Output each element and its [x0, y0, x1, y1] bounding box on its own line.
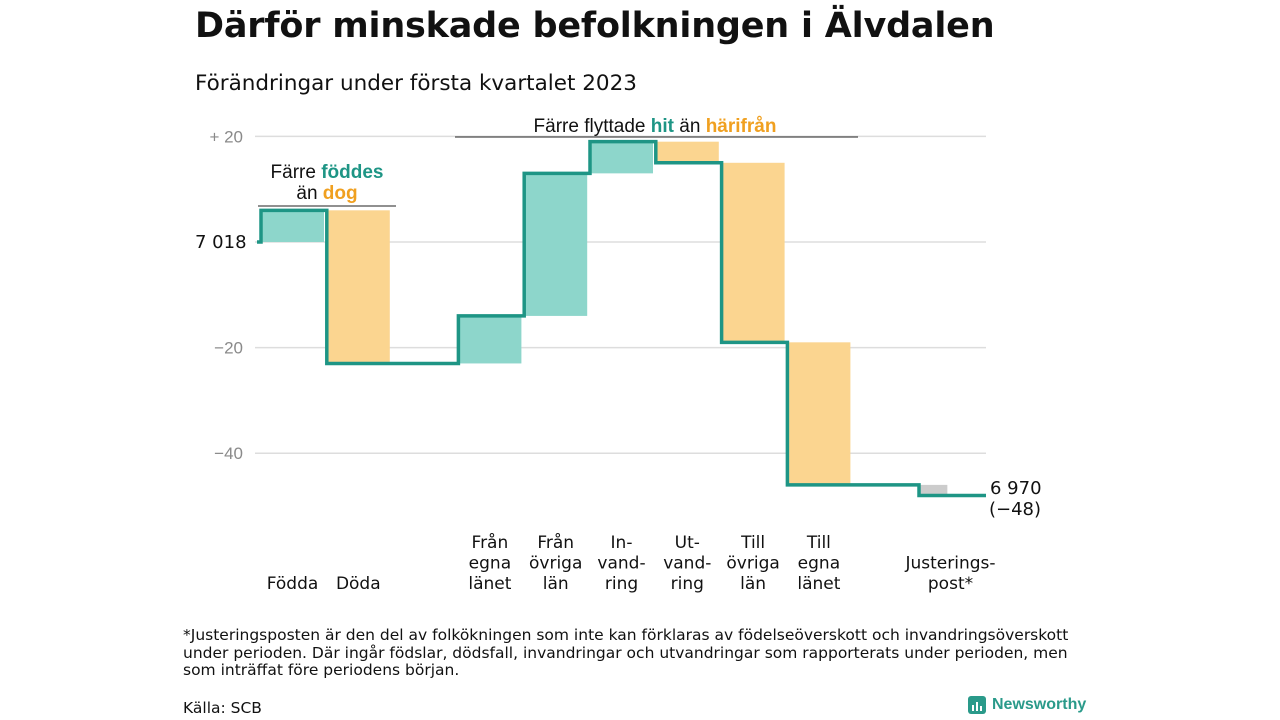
births-annotation-line1: Färre föddes: [271, 162, 384, 183]
category-label: övriga: [529, 554, 582, 574]
start-value-label: 7 018: [195, 232, 247, 253]
y-tick-label: + 20: [209, 127, 243, 146]
end-value-label: 6 970: [990, 478, 1042, 499]
category-label: Från: [537, 532, 574, 553]
category-label: ring: [671, 574, 704, 594]
category-label: Döda: [336, 574, 381, 594]
cumulative-step-line: [257, 139, 986, 498]
births-annotation-line2: än dog: [296, 183, 357, 204]
category-label: In-: [611, 533, 633, 553]
footnote: *Justeringsposten är den del av folkökni…: [183, 626, 1069, 679]
bar: [590, 141, 653, 174]
category-label: egna: [469, 554, 511, 574]
category-label: ring: [605, 574, 638, 594]
category-label: Till: [806, 533, 831, 553]
category-label: län: [740, 574, 766, 594]
chart-title: Därför minskade befolkningen i Älvdalen: [195, 6, 995, 46]
category-label: länet: [468, 574, 511, 594]
bar: [919, 484, 948, 496]
category-label: egna: [798, 554, 840, 574]
bar: [326, 210, 390, 364]
bar: [458, 315, 522, 364]
migration-annotation: Färre flyttade hit än härifrån: [534, 116, 777, 137]
bar: [524, 173, 588, 316]
newsworthy-icon: [968, 696, 986, 714]
category-label: övriga: [726, 554, 779, 574]
bar: [721, 162, 785, 343]
category-label: vand-: [597, 554, 645, 574]
chart-subtitle: Förändringar under första kvartalet 2023: [195, 71, 637, 96]
source-label: Källa: SCB: [183, 699, 262, 717]
end-change-label: (−48): [989, 499, 1041, 520]
bar: [655, 141, 719, 163]
bar: [787, 342, 851, 485]
category-label: Födda: [267, 574, 319, 594]
category-label: Justerings-: [904, 554, 995, 574]
category-label: Från: [472, 532, 509, 553]
brand-name: Newsworthy: [992, 696, 1087, 713]
bar: [261, 210, 324, 242]
category-label: Till: [740, 533, 765, 553]
y-tick-label: −20: [214, 339, 243, 358]
y-tick-label: −40: [214, 444, 243, 463]
category-label: post*: [928, 574, 973, 594]
category-label: Ut-: [675, 533, 700, 553]
category-label: län: [543, 574, 569, 594]
category-label: länet: [797, 574, 840, 594]
newsworthy-logo: Newsworthy: [968, 696, 1086, 714]
category-label: vand-: [663, 554, 711, 574]
